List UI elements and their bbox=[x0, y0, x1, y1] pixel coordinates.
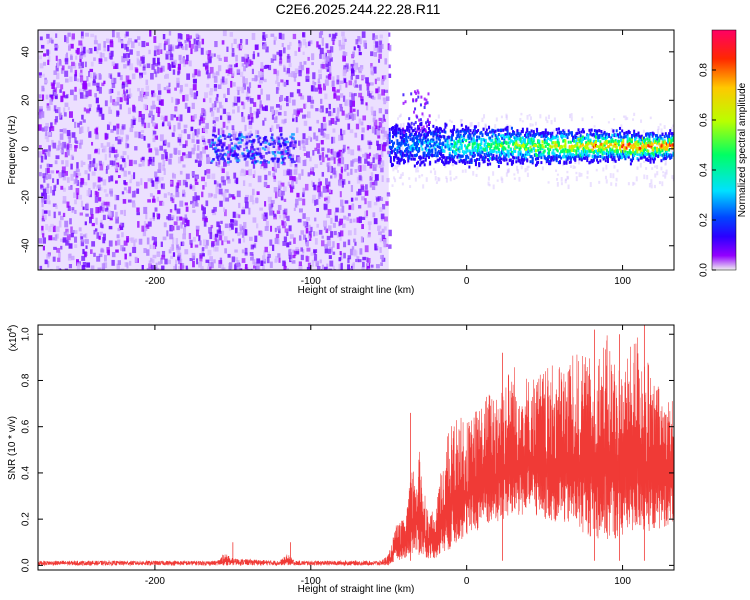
snr-ytick-label: 1.0 bbox=[21, 327, 32, 341]
spectrogram-ytick-label: 40 bbox=[21, 46, 32, 58]
colorbar-tick-label: 0.6 bbox=[699, 113, 710, 127]
spectrogram-ytick-label: 20 bbox=[21, 94, 32, 106]
chart-title: C2E6.2025.244.22.28.R11 bbox=[275, 1, 441, 17]
snr-ytick-label: 0.4 bbox=[21, 466, 32, 480]
spectrogram-xtick-label: 100 bbox=[614, 276, 631, 287]
spectrogram-frame bbox=[37, 29, 675, 271]
colorbar-tick-label: 0.8 bbox=[699, 63, 710, 77]
spectrogram-xtick-label: 0 bbox=[464, 276, 470, 287]
spectrogram-ytick-label: 0 bbox=[21, 146, 32, 152]
colorbar-ticks: 0.0 0.2 0.4 0.6 0.8 bbox=[699, 63, 716, 277]
colorbar-tick-label: 0.2 bbox=[699, 213, 710, 227]
colorbar-label: Normalized spectral amplitude bbox=[737, 82, 748, 217]
spectrogram-ylabel: Frequency (Hz) bbox=[7, 116, 18, 185]
spectrogram-ytick-label: -40 bbox=[21, 238, 32, 253]
spectrogram-ytick-label: -20 bbox=[21, 190, 32, 205]
spectrogram-heatmap bbox=[38, 30, 674, 270]
colorbar-tick-label: 0.0 bbox=[699, 263, 710, 277]
snr-xtick-label: -200 bbox=[145, 576, 165, 587]
snr-ylabel: SNR (10 * v/v) bbox=[7, 416, 18, 480]
snr-ytick-label: 0.8 bbox=[21, 373, 32, 387]
spectrogram-xlabel: Height of straight line (km) bbox=[298, 285, 415, 296]
colorbar bbox=[711, 29, 737, 271]
snr-xtick-label: 0 bbox=[464, 576, 470, 587]
colorbar-tick-label: 0.4 bbox=[699, 163, 710, 177]
snr-ytick-label: 0.0 bbox=[21, 558, 32, 572]
snr-axes: -200 -100 0 100 0.0 0.2 0.4 0.6 0.8 1.0 bbox=[21, 325, 674, 587]
spectrogram-xtick-label: -200 bbox=[145, 276, 165, 287]
snr-scale-label: (x104) bbox=[7, 325, 19, 352]
snr-series-line bbox=[38, 335, 674, 567]
snr-plot-area bbox=[38, 325, 674, 567]
snr-frame bbox=[37, 324, 675, 571]
snr-xlabel: Height of straight line (km) bbox=[298, 584, 415, 595]
snr-ytick-label: 0.2 bbox=[21, 512, 32, 526]
snr-xtick-label: 100 bbox=[614, 576, 631, 587]
snr-ytick-label: 0.6 bbox=[21, 419, 32, 433]
snr-xtick-label: -100 bbox=[301, 576, 321, 587]
spectrogram-xtick-label: -100 bbox=[301, 276, 321, 287]
